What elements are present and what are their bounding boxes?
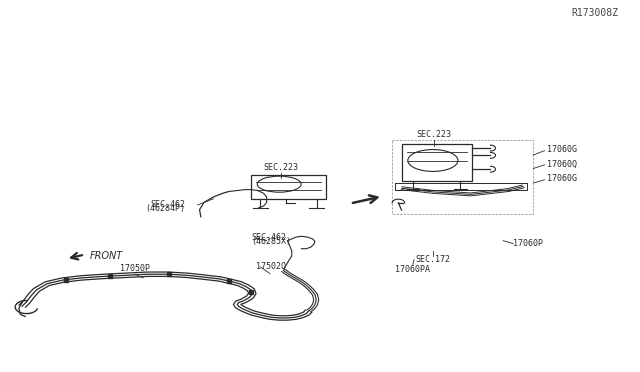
Text: SEC.462: SEC.462 [251,232,286,241]
Text: 17060G: 17060G [547,174,577,183]
Text: 17502Q: 17502Q [256,262,286,271]
Text: (46284P): (46284P) [145,204,185,213]
Text: (46285X): (46285X) [251,237,291,246]
Text: 17060P: 17060P [513,239,543,248]
Text: 17060G: 17060G [547,145,577,154]
Text: SEC.172: SEC.172 [415,255,451,264]
Text: SEC.462: SEC.462 [150,200,185,209]
Text: 17050P: 17050P [120,264,150,273]
Bar [251,175,326,199]
Text: R173008Z: R173008Z [571,8,618,18]
Text: FRONT: FRONT [90,251,123,261]
Text: SEC.223: SEC.223 [417,130,452,140]
Text: 17060PA: 17060PA [396,266,430,275]
Bar [401,144,472,182]
Text: 17060Q: 17060Q [547,160,577,169]
Text: SEC.223: SEC.223 [264,163,299,172]
Bar [392,140,533,214]
